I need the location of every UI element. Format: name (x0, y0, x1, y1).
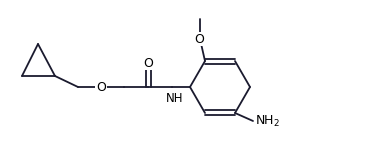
Text: O: O (194, 33, 204, 46)
Text: O: O (143, 57, 153, 69)
Text: NH: NH (166, 92, 184, 105)
Text: NH$_2$: NH$_2$ (255, 113, 280, 129)
Text: O: O (96, 81, 106, 93)
